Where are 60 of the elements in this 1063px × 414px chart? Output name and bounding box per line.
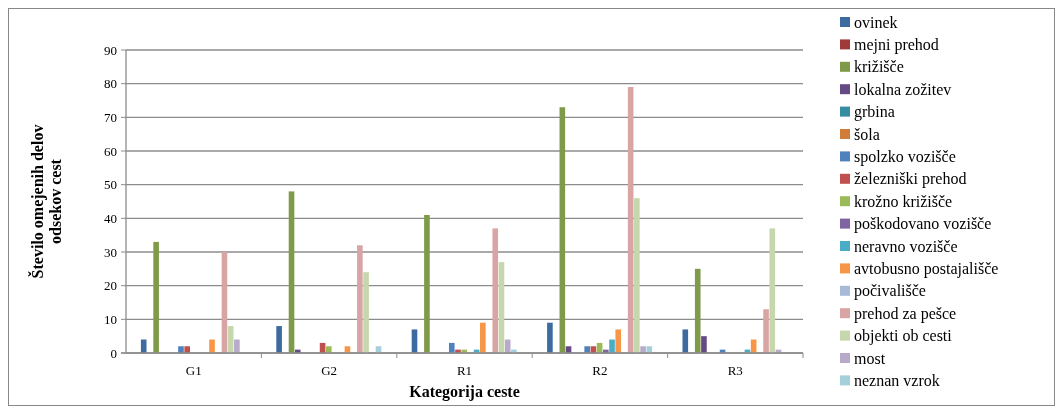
bar [584,346,590,353]
bar [184,346,190,353]
bar [325,346,332,353]
x-tick-label: R1 [456,363,473,378]
y-tick-label: 0 [110,345,117,361]
legend-label: poškodovano vozišče [854,215,992,234]
bar [140,339,147,353]
y-tick-label: 80 [104,76,117,92]
legend-label: grbina [854,103,895,122]
bar [763,309,769,353]
bar [640,346,646,353]
y-axis-title: Število omejenih delov odsekov cest [28,124,64,279]
bar [209,339,215,353]
bar [178,346,184,353]
legend-label: križišče [854,58,904,76]
bar [682,329,689,353]
y-tick-label: 50 [104,177,117,193]
bar [646,346,653,353]
bar [634,198,640,353]
bar [769,228,776,353]
bar [701,336,707,353]
legend-label: most [854,349,886,367]
x-tick-label: G2 [321,363,338,378]
legend-label: lokalna zožitev [854,80,952,98]
y-tick-label: 70 [104,109,117,125]
bar [615,329,622,353]
legend-label: neravno vozišče [854,237,958,255]
bar [480,322,486,353]
legend-label: prehod za pešce [854,304,957,323]
y-tick-label: 40 [104,210,117,226]
x-tick-label: R2 [592,363,608,378]
legend-label: mejni prehod [854,36,939,54]
bar [357,245,363,353]
bar [448,342,455,353]
y-tick-label: 60 [104,143,117,159]
bar [153,241,159,353]
bar [276,326,282,353]
legend-label: počivališče [854,282,926,301]
bar [424,214,430,353]
y-tick-label: 30 [104,244,117,260]
bar [547,322,553,353]
bar [234,339,240,353]
y-tick-label: 20 [104,278,117,294]
legend-label: krožno križišče [854,192,953,210]
legend-label: objekti ob cesti [854,327,953,346]
x-tick-label: G1 [185,363,202,378]
legend-label: ovinek [854,13,898,31]
y-tick-label: 90 [104,42,117,58]
bar [492,228,499,353]
legend-label: avtobusno postajališče [854,260,999,278]
bar [609,339,615,353]
x-tick-label: R3 [727,363,743,378]
bar [694,268,701,353]
legend-label: spolzko vozišče [854,148,956,166]
bar [363,272,369,353]
legend-label: šola [854,125,880,143]
legend-label: železniški prehod [854,170,967,189]
y-tick-label: 10 [104,311,117,327]
x-axis-title: Kategorija ceste [409,383,520,401]
legend-label: neznan vzrok [854,372,940,389]
